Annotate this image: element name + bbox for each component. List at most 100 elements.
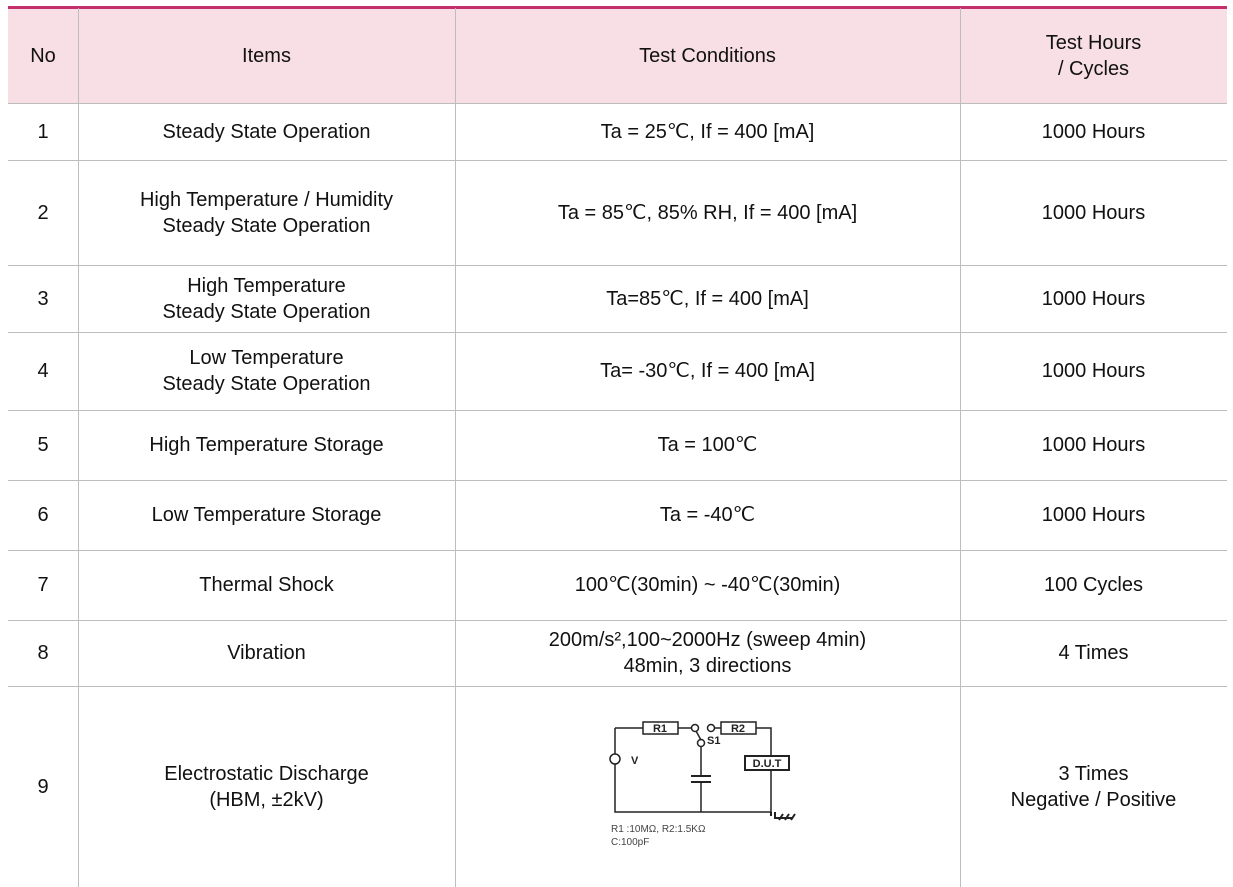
cell-no: 6 [8, 480, 78, 550]
source [609, 753, 621, 765]
cell-line: 100 Cycles [1044, 574, 1143, 596]
cell-items: Steady State Operation [78, 103, 455, 160]
dut-box [744, 755, 790, 771]
cell-line: High Temperature / Humidity [139, 188, 394, 211]
top-border [8, 6, 1227, 9]
row-border [8, 332, 1227, 333]
cell-line: Low Temperature Storage [151, 504, 382, 526]
cell-no: 4 [8, 332, 78, 410]
label-r2: R2 [731, 723, 745, 735]
cell-conditions: Test Conditions [455, 8, 960, 103]
cell-line: Test Conditions [639, 44, 776, 67]
row-border [8, 686, 1227, 687]
cell-conditions: Ta = 100℃ [455, 410, 960, 480]
cell-line: 1000 Hours [1041, 201, 1146, 224]
cell-line: 9 [37, 775, 49, 798]
cell-hours: 4 Times [960, 620, 1227, 686]
row-border [8, 160, 1227, 161]
row-border [8, 103, 1227, 104]
switch-contact [690, 723, 700, 733]
cell-no: No [8, 8, 78, 103]
label-dut: D.U.T [753, 758, 782, 770]
cell-items: Thermal Shock [78, 550, 455, 620]
cell-line: 7 [37, 574, 49, 596]
cell-line: (HBM, ±2kV) [209, 788, 324, 811]
cell-items: High Temperature Steady State Operation [78, 265, 455, 332]
label-v: V [631, 755, 639, 767]
cell-line: Ta= -30℃, If = 400 [mA] [600, 360, 815, 382]
cell-no: 2 [8, 160, 78, 265]
cell-line: High Temperature Storage [149, 434, 384, 456]
cell-line: 1000 Hours [1041, 504, 1146, 526]
cell-line: 1000 Hours [1041, 360, 1146, 382]
cell-line: 5 [37, 434, 49, 456]
cell-items: Electrostatic Discharge (HBM, ±2kV) [78, 686, 455, 887]
cell-hours: 1000 Hours [960, 410, 1227, 480]
capacitor [691, 775, 711, 783]
cell-no: 8 [8, 620, 78, 686]
cell-conditions: Ta = -40℃ [455, 480, 960, 550]
cell-line: 4 Times [1058, 642, 1129, 664]
wire [614, 727, 772, 813]
cell-line: 2 [37, 201, 49, 224]
cell-line: 1000 Hours [1041, 434, 1146, 456]
cell-hours: 1000 Hours [960, 103, 1227, 160]
cell-hours: 1000 Hours [960, 160, 1227, 265]
row-border [8, 265, 1227, 266]
cell-line: Negative / Positive [1010, 788, 1177, 811]
column-border [78, 8, 79, 887]
cell-line: 1000 Hours [1041, 287, 1146, 310]
cell-line: Ta = 100℃ [657, 434, 758, 456]
cell-no: 7 [8, 550, 78, 620]
cell-conditions: 100℃(30min) ~ -40℃(30min) [455, 550, 960, 620]
row-border [8, 620, 1227, 621]
cell-line: Low Temperature [189, 347, 344, 369]
cell-no: 9 [8, 686, 78, 887]
cell-line: 4 [37, 360, 49, 382]
cell-hours: 1000 Hours [960, 265, 1227, 332]
cell-conditions: Ta = 25℃, If = 400 [mA] [455, 103, 960, 160]
cell-items: High Temperature Storage [78, 410, 455, 480]
cell-line: Vibration [227, 642, 306, 664]
cell-line: 8 [37, 642, 49, 664]
cell-hours: 1000 Hours [960, 332, 1227, 410]
label-r1: R1 [653, 723, 667, 735]
cell-items: High Temperature / Humidity Steady State … [78, 160, 455, 265]
cell-line: Steady State Operation [162, 300, 371, 323]
cell-line: 3 [37, 287, 49, 310]
cell-line: 100℃(30min) ~ -40℃(30min) [574, 574, 841, 596]
cell-line: High Temperature [187, 274, 346, 297]
cell-items: Items [78, 8, 455, 103]
cell-line: Ta = 25℃, If = 400 [mA] [600, 120, 815, 143]
cell-conditions: Ta= -30℃, If = 400 [mA] [455, 332, 960, 410]
cell-conditions [455, 686, 960, 887]
row-border [8, 480, 1227, 481]
note: R1 :10MΩ, R2:1.5KΩ [611, 824, 706, 835]
cell-no: 1 [8, 103, 78, 160]
switch-arm [695, 730, 702, 741]
column-border [455, 8, 456, 887]
cell-line: Ta = 85℃, 85% RH, If = 400 [mA] [557, 201, 858, 224]
resistor-r1 [642, 721, 679, 735]
row-border [8, 550, 1227, 551]
cell-line: 1000 Hours [1041, 120, 1146, 143]
cell-conditions: 200m/s²,100~2000Hz (sweep 4min) 48min, 3 … [455, 620, 960, 686]
cell-no: 5 [8, 410, 78, 480]
switch-contact [706, 723, 716, 733]
cell-items: Vibration [78, 620, 455, 686]
cell-hours: Test Hours / Cycles [960, 8, 1227, 103]
cell-line: Ta = -40℃ [659, 504, 756, 526]
ground [770, 812, 796, 821]
cell-line: 3 Times [1058, 762, 1129, 785]
cell-items: Low Temperature Storage [78, 480, 455, 550]
cell-no: 3 [8, 265, 78, 332]
cell-line: Steady State Operation [162, 214, 371, 237]
cell-conditions: Ta = 85℃, 85% RH, If = 400 [mA] [455, 160, 960, 265]
cell-line: Steady State Operation [162, 373, 371, 395]
cell-hours: 100 Cycles [960, 550, 1227, 620]
cell-line: 1 [37, 120, 49, 143]
cell-line: Steady State Operation [162, 120, 371, 143]
header-bg [8, 8, 1227, 103]
esd-circuit: R1 R2 S1 V D.U.T R1 :10MΩ, R2:1.5KΩ C:10… [609, 721, 796, 848]
